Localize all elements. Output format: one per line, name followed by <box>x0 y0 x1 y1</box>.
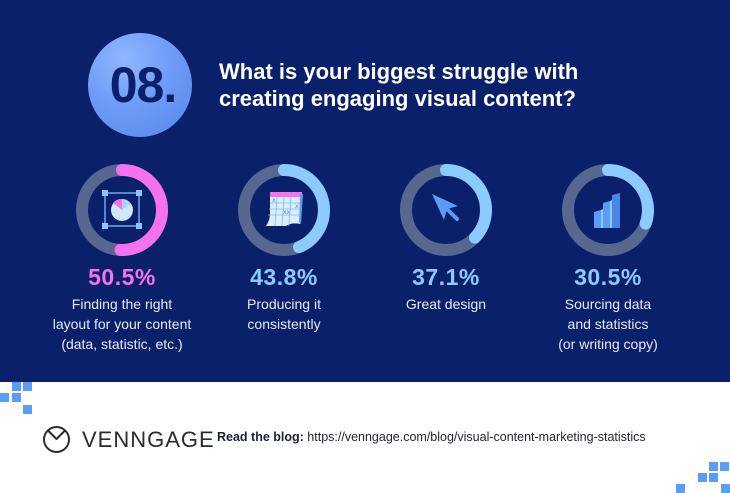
bar-chart-icon <box>560 162 656 258</box>
stat-label: Producing it consistently <box>199 294 369 334</box>
progress-ring: x xx x <box>236 162 332 258</box>
label-line: consistently <box>247 316 321 332</box>
title-line-2: creating engaging visual content? <box>219 86 576 111</box>
progress-ring <box>398 162 494 258</box>
label-line: Sourcing data <box>564 296 652 312</box>
question-title: What is your biggest struggle with creat… <box>219 58 659 112</box>
stat-percent: 43.8% <box>250 264 318 290</box>
stat-label: Sourcing data and statistics (or writing… <box>523 294 693 354</box>
label-line: (data, statistic, etc.) <box>61 336 183 352</box>
svg-text:xx: xx <box>283 209 291 216</box>
stat-design: 37.1% Great design <box>361 162 531 314</box>
question-number: 08. <box>109 57 178 113</box>
label-line: Producing it <box>247 296 321 312</box>
svg-text:x: x <box>295 203 299 210</box>
title-line-1: What is your biggest struggle with <box>219 59 579 84</box>
progress-ring <box>560 162 656 258</box>
stat-label: Great design <box>361 294 531 314</box>
stat-layout: 50.5% Finding the right layout for your … <box>37 162 207 354</box>
progress-ring <box>74 162 170 258</box>
svg-text:x: x <box>272 197 276 204</box>
stat-percent: 50.5% <box>88 264 156 290</box>
stat-label: Finding the right layout for your conten… <box>37 294 207 354</box>
venngage-logo-icon <box>43 426 70 453</box>
stat-percent: 30.5% <box>574 264 642 290</box>
layout-pie-chart-icon <box>74 162 170 258</box>
venngage-logo[interactable]: VENNGAGE <box>42 425 215 454</box>
stat-percent: 37.1% <box>412 264 480 290</box>
blog-link[interactable]: Read the blog: https://venngage.com/blog… <box>217 430 646 444</box>
label-line: (or writing copy) <box>558 336 658 352</box>
label-line: Finding the right <box>71 296 173 312</box>
label-line: layout for your content <box>52 316 192 332</box>
blog-url[interactable]: https://venngage.com/blog/visual-content… <box>307 430 646 444</box>
cursor-arrow-icon <box>398 162 494 258</box>
infographic-panel: 08. What is your biggest struggle with c… <box>0 0 730 382</box>
calendar-icon: x xx x <box>236 162 332 258</box>
label-line: and statistics <box>567 316 649 332</box>
stat-consistency: x xx x 43.8% Producing it consistently <box>199 162 369 334</box>
stat-sourcing-data: 30.5% Sourcing data and statistics (or w… <box>523 162 693 354</box>
blog-label: Read the blog: <box>217 430 304 444</box>
brand-name: VENNGAGE <box>82 426 215 452</box>
label-line: Great design <box>405 296 487 312</box>
question-number-badge: 08. <box>88 33 192 137</box>
